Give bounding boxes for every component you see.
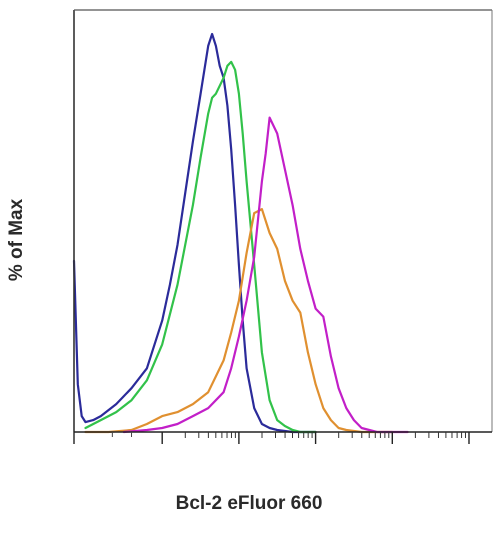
x-axis-label: Bcl-2 eFluor 660 [175, 493, 323, 514]
histogram-series-line-2 [84, 60, 317, 434]
histogram-series-line-1 [72, 32, 317, 434]
axis-layer [73, 9, 493, 444]
histogram-series-line-4 [122, 116, 409, 434]
y-axis-label: % of Max [6, 198, 27, 282]
series-layer [72, 32, 409, 434]
y-axis-label-wrap: % of Max [2, 150, 32, 330]
histogram-series-line-3 [84, 208, 394, 434]
